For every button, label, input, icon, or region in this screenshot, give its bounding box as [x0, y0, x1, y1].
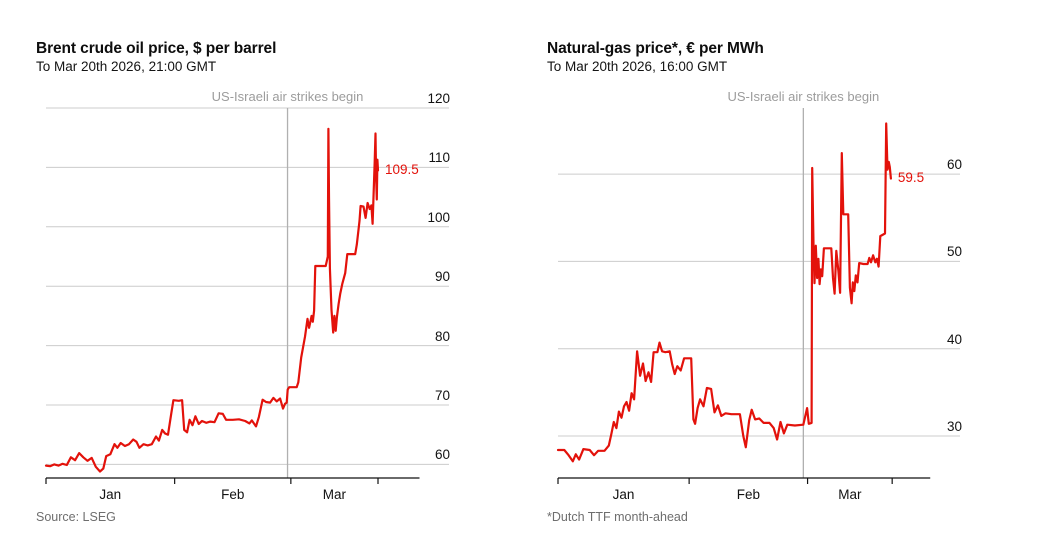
month-label-feb: Feb — [221, 487, 245, 502]
price-line — [556, 122, 893, 463]
y-axis-label: 90 — [434, 269, 450, 285]
y-axis-label: 50 — [946, 244, 962, 260]
y-axis-label: 110 — [428, 150, 450, 166]
month-label-mar: Mar — [322, 487, 347, 502]
y-axis-label: 120 — [427, 91, 450, 106]
source-note: Source: LSEG — [36, 510, 116, 524]
chart-subtitle-brent: To Mar 20th 2026, 21:00 GMT — [36, 59, 217, 74]
y-axis-label: 40 — [946, 331, 962, 347]
event-annotation-brent: US-Israeli air strikes begin — [211, 89, 364, 104]
chart-subtitle-gas: To Mar 20th 2026, 16:00 GMT — [547, 59, 728, 74]
month-label-jan: Jan — [612, 487, 635, 502]
latest-price-label-gas: 59.5 — [897, 170, 925, 186]
month-label-jan: Jan — [99, 487, 122, 502]
chart-title-brent: Brent crude oil price, $ per barrel — [36, 39, 277, 57]
y-axis-label: 60 — [946, 157, 962, 173]
y-axis-label: 60 — [434, 447, 450, 463]
latest-price-label-brent: 109.5 — [385, 162, 419, 178]
month-label-feb: Feb — [736, 487, 760, 502]
chart-title-gas: Natural-gas price*, € per MWh — [547, 39, 764, 57]
y-axis-label: 100 — [427, 209, 450, 225]
y-axis-label: 30 — [946, 419, 962, 434]
y-axis-label: 80 — [434, 328, 450, 344]
y-axis-label: 70 — [434, 388, 450, 403]
price-line — [44, 127, 380, 473]
footnote-dutch-ttf: *Dutch TTF month-ahead — [547, 510, 688, 524]
month-label-mar: Mar — [838, 487, 862, 502]
event-annotation-gas: US-Israeli air strikes begin — [727, 89, 880, 104]
